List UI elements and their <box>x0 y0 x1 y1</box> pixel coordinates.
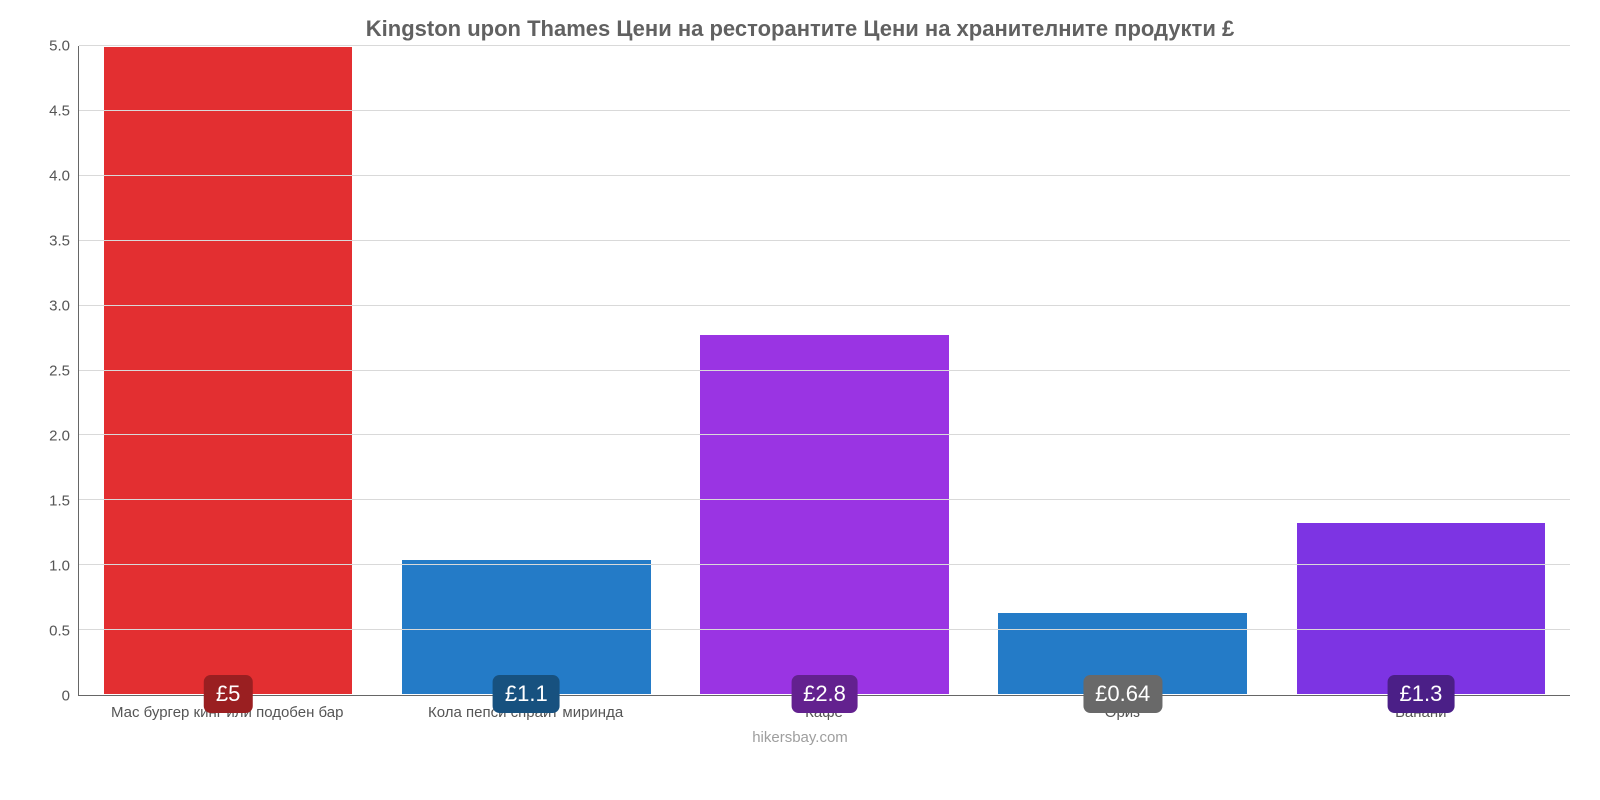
gridline <box>79 110 1570 111</box>
bar-value-label: £5 <box>204 675 252 713</box>
plot-row: 00.51.01.52.02.53.03.54.04.55.0 £5£1.1£2… <box>30 46 1570 696</box>
bars-container: £5 £1.1 £2.8 £0.64 £1.3 <box>79 46 1570 695</box>
plot-area: £5 £1.1 £2.8 £0.64 £1.3 <box>78 46 1570 696</box>
y-tick-label: 0.5 <box>49 623 70 640</box>
y-tick-label: 3.5 <box>49 233 70 250</box>
bar-slot: £0.64 <box>974 46 1272 695</box>
bar-slot: £1.1 <box>377 46 675 695</box>
gridline <box>79 305 1570 306</box>
y-tick-label: 2.5 <box>49 363 70 380</box>
bar-value-label: £1.3 <box>1387 675 1454 713</box>
gridline <box>79 434 1570 435</box>
gridline <box>79 240 1570 241</box>
y-tick-label: 1.5 <box>49 493 70 510</box>
gridline <box>79 45 1570 46</box>
bar: £5 <box>103 46 353 695</box>
bar-slot: £2.8 <box>675 46 973 695</box>
y-tick-label: 5.0 <box>49 38 70 55</box>
price-bar-chart: Kingston upon Thames Цени на ресторантит… <box>0 0 1600 800</box>
bar: £1.3 <box>1296 522 1546 695</box>
bar-value-label: £1.1 <box>493 675 560 713</box>
gridline <box>79 175 1570 176</box>
y-tick-label: 2.0 <box>49 428 70 445</box>
y-tick-label: 0 <box>62 688 70 705</box>
y-tick-label: 1.0 <box>49 558 70 575</box>
bar: £1.1 <box>401 559 651 695</box>
gridline <box>79 370 1570 371</box>
bar: £2.8 <box>699 334 949 695</box>
bar: £0.64 <box>997 612 1247 695</box>
y-tick-label: 4.5 <box>49 103 70 120</box>
chart-title: Kingston upon Thames Цени на ресторантит… <box>30 16 1570 42</box>
bar-value-label: £2.8 <box>791 675 858 713</box>
y-tick-label: 4.0 <box>49 168 70 185</box>
gridline <box>79 564 1570 565</box>
y-axis: 00.51.01.52.02.53.03.54.04.55.0 <box>30 46 78 696</box>
bar-slot: £5 <box>79 46 377 695</box>
bar-slot: £1.3 <box>1272 46 1570 695</box>
y-tick-label: 3.0 <box>49 298 70 315</box>
bar-value-label: £0.64 <box>1083 675 1162 713</box>
gridline <box>79 629 1570 630</box>
chart-source: hikersbay.com <box>30 729 1570 746</box>
gridline <box>79 499 1570 500</box>
